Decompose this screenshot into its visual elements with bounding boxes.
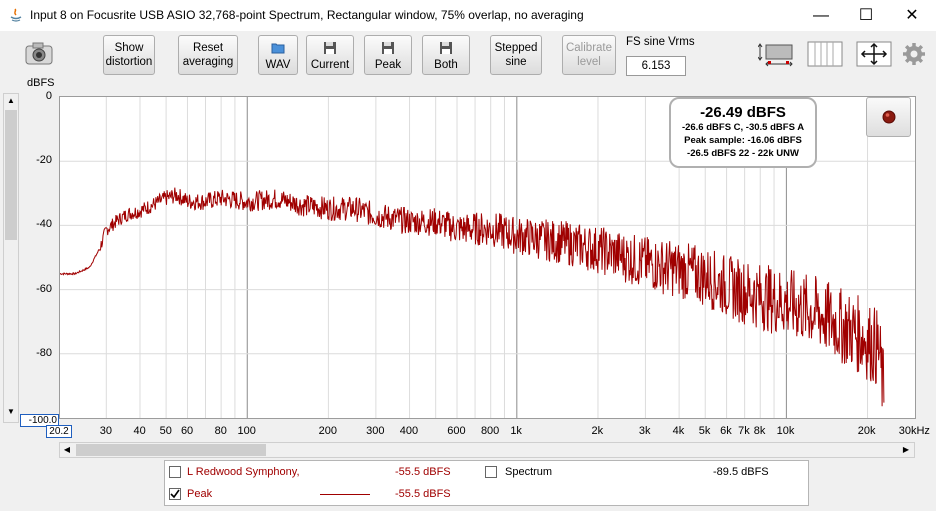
y-tick-label: -60: [36, 282, 52, 295]
x-tick-label: 3k: [638, 425, 651, 437]
current-button[interactable]: Current: [306, 35, 354, 75]
x-tick-label: 30: [99, 425, 113, 437]
horizontal-scroll-thumb[interactable]: [76, 444, 266, 456]
y-tick-label: 0: [45, 90, 52, 102]
wav-label: WAV: [265, 59, 291, 71]
vertical-scroll-thumb[interactable]: [5, 110, 17, 240]
graph-size-icon[interactable]: [758, 41, 796, 69]
fs-sine-vrms-label: FS sine Vrms: [626, 36, 695, 48]
y-axis-title: dBFS: [27, 77, 55, 89]
weighted-levels: -26.6 dBFS C, -30.5 dBFS A: [681, 122, 805, 133]
calibrate-level-button: Calibrate level: [562, 35, 616, 75]
x-tick-label: 30kHz: [898, 425, 930, 437]
stepped-sine-button[interactable]: Stepped sine: [490, 35, 542, 75]
legend-dataset-name: L Redwood Symphony,: [187, 466, 300, 478]
both-button[interactable]: Both: [422, 35, 470, 75]
x-tick-label: 80: [214, 425, 227, 437]
x-tick-label: 40: [133, 425, 146, 437]
wav-button[interactable]: WAV: [258, 35, 298, 75]
overall-level: -26.49 dBFS: [700, 104, 786, 121]
x-tick-label: 300: [366, 425, 385, 437]
x-tick-label: 8k: [753, 425, 766, 437]
scroll-right-arrow-icon[interactable]: ▶: [902, 445, 910, 454]
scroll-up-arrow-icon[interactable]: ▲: [7, 96, 15, 105]
legend-peak-value: -55.5 dBFS: [395, 488, 451, 500]
horizontal-scrollbar[interactable]: ◀ ▶: [59, 442, 915, 458]
peak-spectrum-trace: [60, 187, 885, 407]
y-min-field[interactable]: -100.0: [20, 414, 59, 427]
peak-sample: Peak sample: -16.06 dBFS: [684, 135, 802, 146]
x-tick-label: 2k: [591, 425, 604, 437]
x-tick-label: 5k: [698, 425, 711, 437]
y-tick-label: -20: [36, 154, 52, 167]
x-tick-label: 50: [159, 425, 172, 437]
unweighted-level: -26.5 dBFS 22 - 22k UNW: [687, 148, 799, 159]
vertical-scrollbar[interactable]: ▲ ▼: [3, 93, 19, 423]
level-info-box: -26.49 dBFS -26.6 dBFS C, -30.5 dBFS A P…: [669, 97, 817, 168]
x-tick-label: 800: [480, 425, 500, 437]
title-bar: Input 8 on Focusrite USB ASIO 32,768-poi…: [0, 0, 936, 31]
x-tick-label: 1k: [510, 425, 522, 437]
x-tick-label: 6k: [720, 425, 732, 437]
maximize-button[interactable]: ☐: [858, 7, 874, 24]
x-tick-label: 20k: [857, 425, 876, 437]
legend-spectrum-name: Spectrum: [505, 466, 553, 478]
x-tick-label: 100: [237, 425, 256, 437]
peak-label: Peak: [374, 59, 402, 71]
scroll-left-arrow-icon[interactable]: ◀: [63, 445, 71, 454]
scroll-down-arrow-icon[interactable]: ▼: [7, 407, 15, 416]
legend-checkbox-peak[interactable]: [169, 488, 181, 500]
legend-panel: L Redwood Symphony, -55.5 dBFS Spectrum …: [164, 460, 809, 506]
java-app-icon: [10, 8, 22, 22]
x-min-field[interactable]: 20.2: [46, 425, 72, 438]
legend-dataset-value: -55.5 dBFS: [395, 466, 451, 478]
x-tick-label: 7k: [738, 425, 750, 437]
x-tick-label: 60: [180, 425, 194, 437]
x-tick-label: 4k: [672, 425, 685, 437]
fs-sine-vrms-field[interactable]: 6.153: [626, 56, 686, 76]
record-icon: [882, 110, 896, 124]
window-title: Input 8 on Focusrite USB ASIO 32,768-poi…: [30, 8, 584, 22]
x-tick-label: 200: [318, 425, 337, 437]
minimize-button[interactable]: —: [813, 7, 829, 24]
close-button[interactable]: ✕: [905, 7, 919, 24]
x-tick-label: 400: [399, 425, 419, 437]
x-tick-label: 600: [447, 425, 466, 437]
folder-icon: [271, 43, 285, 54]
current-label: Current: [310, 59, 350, 71]
legend-spectrum-value: -89.5 dBFS: [713, 466, 769, 478]
move-arrows-icon[interactable]: [856, 41, 892, 67]
both-label: Both: [434, 59, 458, 71]
save-icon: [382, 42, 394, 54]
settings-gear-icon[interactable]: [902, 42, 926, 66]
x-tick-label: 10k: [776, 425, 795, 437]
y-tick-label: -80: [36, 346, 52, 359]
legend-peak-name: Peak: [187, 488, 213, 500]
y-tick-label: -40: [36, 218, 52, 231]
show-distortion-button[interactable]: Show distortion: [103, 35, 155, 75]
camera-icon[interactable]: [24, 40, 56, 68]
save-icon: [324, 42, 336, 54]
record-button[interactable]: [866, 97, 911, 137]
legend-peak-line-swatch: [320, 494, 370, 495]
legend-checkbox-spectrum[interactable]: [485, 466, 497, 478]
legend-checkbox-dataset[interactable]: [169, 466, 181, 478]
layout-columns-icon[interactable]: [807, 41, 843, 67]
checkmark-icon: [170, 489, 180, 499]
reset-averaging-button[interactable]: Reset averaging: [178, 35, 238, 75]
peak-button[interactable]: Peak: [364, 35, 412, 75]
save-icon: [440, 42, 452, 54]
